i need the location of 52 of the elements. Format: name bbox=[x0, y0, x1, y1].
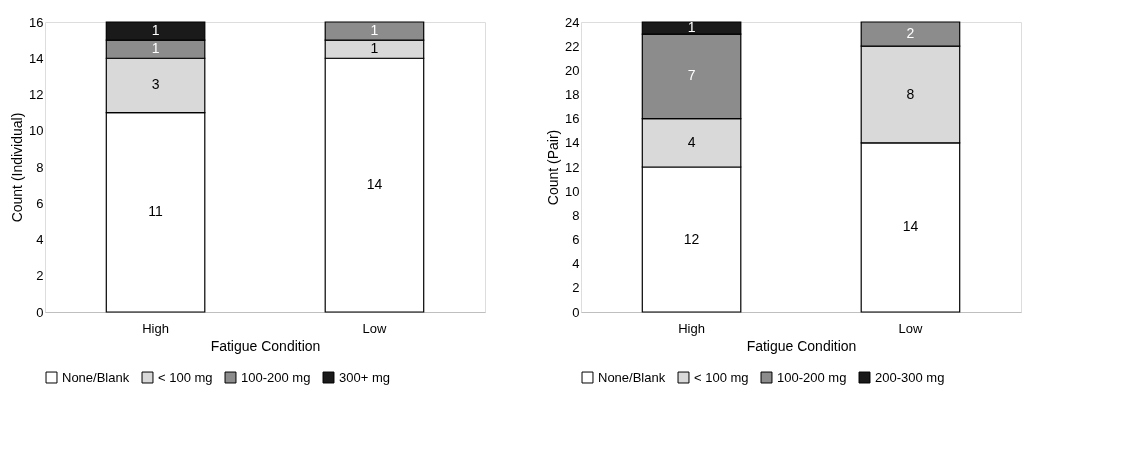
data-label: 8 bbox=[906, 85, 915, 102]
x-tick-label: High bbox=[142, 320, 169, 336]
x-axis-title: Fatigue Condition bbox=[210, 337, 321, 354]
y-tick-label: 10 bbox=[565, 183, 580, 199]
y-tick-label: 2 bbox=[572, 280, 580, 296]
x-axis-title: Fatigue Condition bbox=[746, 337, 857, 354]
y-tick-label: 20 bbox=[565, 62, 580, 78]
y-axis-title: Count (Individual) bbox=[9, 112, 26, 223]
data-label: 7 bbox=[687, 67, 696, 84]
data-label: 14 bbox=[366, 176, 383, 193]
data-label: 1 bbox=[687, 19, 696, 36]
y-tick-label: 6 bbox=[572, 232, 580, 247]
y-tick-label: 8 bbox=[572, 207, 580, 223]
y-tick-label: 12 bbox=[29, 87, 44, 102]
y-tick-label: 14 bbox=[565, 135, 580, 151]
y-tick-label: 0 bbox=[572, 304, 580, 320]
legend-label: None/Blank bbox=[598, 369, 666, 385]
data-label: 11 bbox=[148, 203, 164, 220]
legend-label: 300+ mg bbox=[339, 369, 390, 385]
y-tick-label: 22 bbox=[565, 38, 580, 54]
legend-label: 200-300 mg bbox=[875, 369, 945, 385]
legend-label: 100-200 mg bbox=[777, 369, 847, 385]
y-tick-label: 4 bbox=[36, 232, 44, 247]
y-tick-label: 12 bbox=[565, 159, 580, 175]
y-tick-label: 16 bbox=[29, 14, 44, 30]
data-label: 12 bbox=[683, 230, 700, 247]
y-axis-title: Count (Pair) bbox=[545, 129, 562, 206]
legend-label: None/Blank bbox=[62, 369, 130, 385]
data-label: 1 bbox=[151, 22, 160, 39]
data-label: 1 bbox=[151, 40, 160, 57]
data-label: 3 bbox=[151, 76, 160, 93]
data-label: 1 bbox=[370, 22, 379, 39]
data-label: 4 bbox=[687, 133, 696, 150]
y-tick-label: 14 bbox=[29, 50, 44, 66]
legend-label: 100-200 mg bbox=[241, 369, 311, 385]
x-tick-label: Low bbox=[362, 320, 387, 336]
data-label: 1 bbox=[370, 40, 379, 57]
y-tick-label: 24 bbox=[565, 14, 580, 30]
legend-label: < 100 mg bbox=[694, 369, 749, 385]
y-tick-label: 0 bbox=[36, 304, 44, 320]
y-tick-label: 6 bbox=[36, 195, 44, 211]
y-tick-label: 4 bbox=[572, 256, 580, 272]
y-tick-label: 16 bbox=[565, 111, 580, 127]
legend-label: < 100 mg bbox=[158, 369, 213, 385]
data-label: 2 bbox=[906, 25, 915, 42]
y-tick-label: 2 bbox=[36, 268, 44, 284]
data-label: 14 bbox=[902, 218, 919, 235]
y-tick-label: 8 bbox=[36, 159, 44, 175]
y-tick-label: 10 bbox=[29, 123, 44, 139]
x-tick-label: High bbox=[678, 320, 705, 336]
x-tick-label: Low bbox=[898, 320, 923, 336]
y-tick-label: 18 bbox=[565, 87, 580, 102]
